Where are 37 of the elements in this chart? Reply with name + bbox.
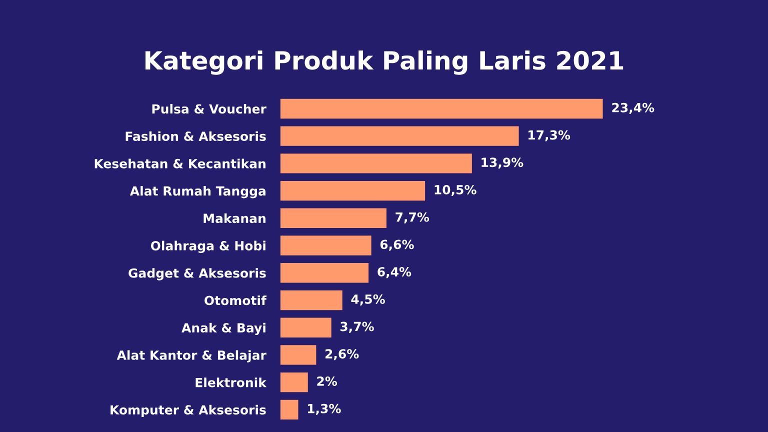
data-label: 2% xyxy=(317,376,338,386)
bar xyxy=(280,400,298,420)
bar xyxy=(280,263,369,283)
y-tick-label: Komputer & Aksesoris xyxy=(110,404,266,418)
bar xyxy=(280,318,332,338)
y-tick-label: Alat Rumah Tangga xyxy=(130,186,266,198)
y-tick-label: Kesehatan & Kecantikan xyxy=(94,158,266,168)
data-label: 17,3% xyxy=(528,130,570,142)
chart-title: Kategori Produk Paling Laris 2021 xyxy=(145,50,624,75)
data-label: 13,9% xyxy=(482,158,524,169)
bar xyxy=(280,180,426,201)
y-tick-label: Gadget & Aksesoris xyxy=(128,268,266,280)
y-tick-label: Fashion & Aksesoris xyxy=(126,131,266,142)
data-label: 1,3% xyxy=(308,404,341,415)
y-tick-label: Otomotif xyxy=(204,295,267,306)
bar xyxy=(280,208,386,228)
data-label: 7,7% xyxy=(396,212,430,224)
y-tick-label: Elektronik xyxy=(196,378,267,388)
y-tick-label: Anak & Bayi xyxy=(182,322,266,336)
bar xyxy=(280,372,308,392)
data-label: 3,7% xyxy=(340,322,374,333)
y-tick-label: Pulsa & Voucher xyxy=(152,104,266,114)
bar xyxy=(280,126,519,146)
data-label: 6,6% xyxy=(380,240,414,251)
data-label: 10,5% xyxy=(434,184,476,196)
bar xyxy=(280,345,316,365)
y-tick-label: Alat Kantor & Belajar xyxy=(116,350,266,362)
y-tick-label: Olahraga & Hobi xyxy=(150,240,266,253)
bar xyxy=(280,236,372,256)
bar xyxy=(280,154,472,174)
bar xyxy=(280,290,342,310)
y-tick-label: Makanan xyxy=(204,213,266,224)
data-label: 6,4% xyxy=(378,267,412,278)
bar xyxy=(280,98,603,119)
data-label: 2,6% xyxy=(325,349,359,360)
data-label: 23,4% xyxy=(612,102,654,114)
data-label: 4,5% xyxy=(351,294,385,306)
